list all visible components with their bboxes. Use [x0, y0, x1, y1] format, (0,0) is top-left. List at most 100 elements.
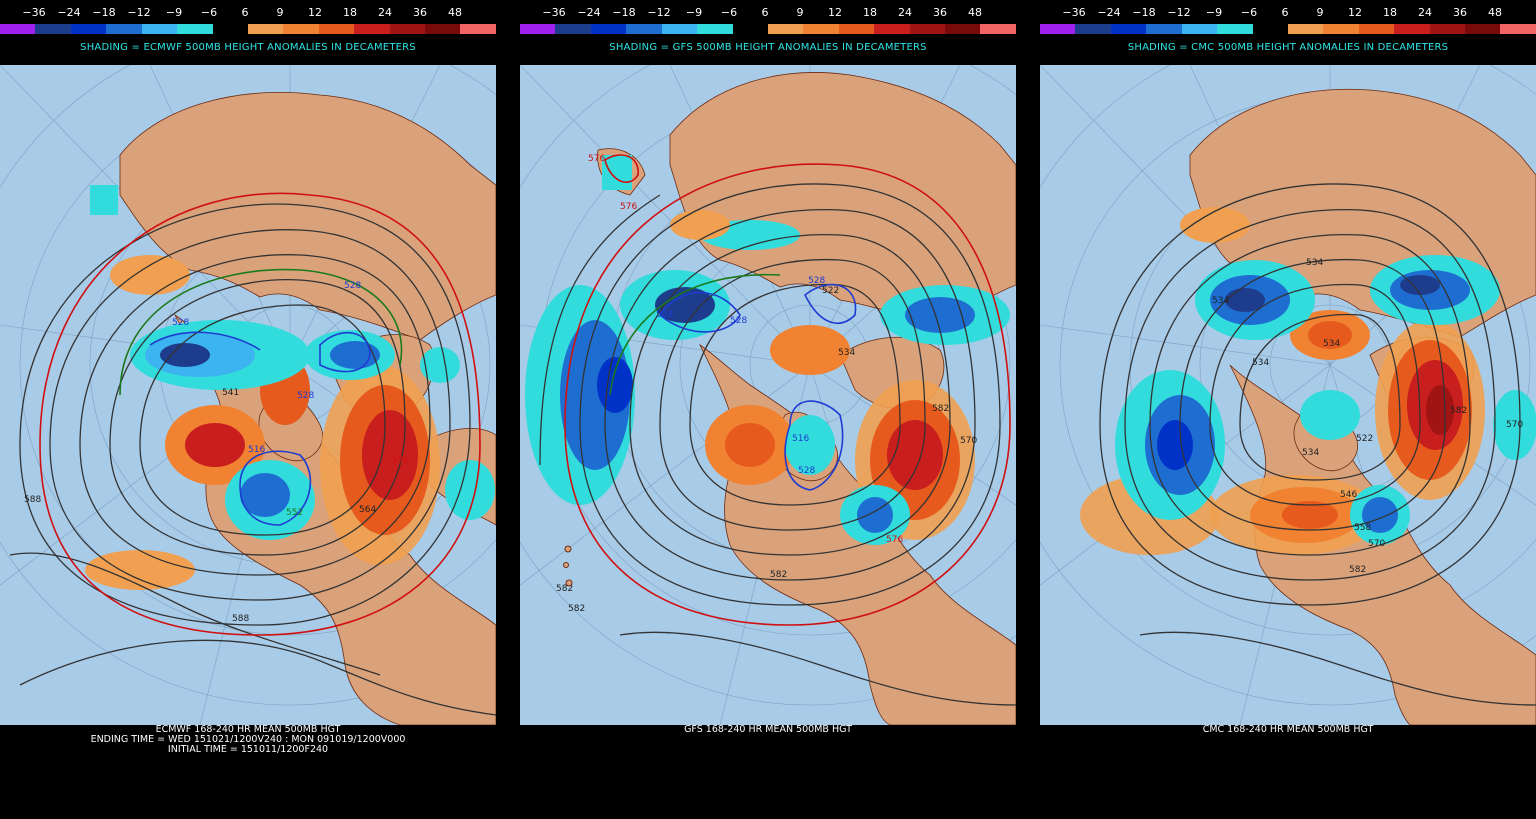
map-svg: 528 528 528 516 541 552 564 576 588 588 — [0, 65, 496, 725]
contour-label: 522 — [822, 286, 839, 296]
ecmwf-panel: −36 −24 −18 −12 −9 −6 6 9 12 18 24 36 48… — [0, 0, 496, 819]
colorbar-swatch — [1075, 24, 1111, 34]
contour-label: 588 — [232, 614, 249, 624]
colorbar-tick-label: −12 — [647, 6, 671, 19]
shading-title: SHADING = ECMWF 500MB HEIGHT ANOMALIES I… — [80, 42, 416, 53]
colorbar-tick-label: 12 — [1348, 6, 1362, 19]
colorbar-tick-label: 36 — [933, 6, 947, 19]
colorbar-tick-label: 24 — [378, 6, 392, 19]
colorbar-swatch — [1217, 24, 1253, 34]
colorbar-tick-label: −6 — [200, 6, 218, 19]
colorbar-swatch — [1146, 24, 1182, 34]
anomaly-shading — [1080, 207, 1536, 555]
contour-label: 582 — [932, 404, 949, 414]
footer-line: INITIAL TIME = 151011/1200F240 — [167, 744, 329, 755]
contour-label: 528 — [172, 318, 189, 328]
contour-label: 534 — [1323, 339, 1340, 349]
colorbar-tick-label: −6 — [720, 6, 738, 19]
colorbar-swatch — [0, 24, 36, 34]
colorbar-tick-label: −18 — [92, 6, 116, 19]
colorbar-tick-label: −36 — [542, 6, 566, 19]
colorbar-tick-label: 9 — [796, 6, 804, 19]
contour-label: 534 — [1252, 358, 1269, 368]
colorbar-tick-label: −24 — [1097, 6, 1121, 19]
colorbar — [520, 24, 1016, 34]
contour-label: 582 — [1349, 565, 1366, 575]
contour-label: 528 — [808, 276, 825, 286]
colorbar-swatch — [874, 24, 910, 34]
colorbar-tick-label: −36 — [1062, 6, 1086, 19]
contour-label: 528 — [730, 316, 747, 326]
colorbar-tick-label: 6 — [761, 6, 769, 19]
colorbar-swatch — [661, 24, 698, 34]
shading-title: SHADING = CMC 500MB HEIGHT ANOMALIES IN … — [1127, 42, 1449, 53]
colorbar-tick-label: 9 — [1316, 6, 1324, 19]
colorbar-labels: −36 −24 −18 −12 −9 −6 6 9 12 18 24 36 48 — [520, 6, 1016, 20]
colorbar-swatch — [838, 24, 875, 34]
contour-label: 528 — [297, 391, 314, 401]
colorbar-swatch — [177, 24, 213, 34]
cmc-panel: −36 −24 −18 −12 −9 −6 6 9 12 18 24 36 48… — [1040, 0, 1536, 819]
colorbar-tick-label: −24 — [57, 6, 81, 19]
colorbar-swatch — [1252, 24, 1288, 34]
colorbar — [1040, 24, 1536, 34]
contour-label: 576 — [588, 154, 605, 164]
height-contours — [539, 183, 1016, 706]
colorbar-tick-label: −9 — [1205, 6, 1223, 19]
colorbar-swatch — [803, 24, 839, 34]
contour-label: 522 — [1356, 434, 1373, 444]
colorbar-tick-label: −18 — [1132, 6, 1156, 19]
colorbar-swatch — [389, 24, 426, 34]
contour-label: 570 — [1368, 539, 1385, 549]
contour-label: 582 — [568, 604, 585, 614]
colorbar-tick-label: 12 — [308, 6, 322, 19]
contour-labels: 576 576 528 528 528 522 534 516 528 582 … — [556, 154, 977, 614]
colorbar-tick-label: 24 — [1418, 6, 1432, 19]
colorbar-swatch — [1500, 24, 1536, 34]
colorbar-tick-label: −9 — [685, 6, 703, 19]
highlighted-contours — [564, 154, 1011, 626]
colorbar-tick-label: 18 — [1383, 6, 1397, 19]
colorbar-swatch — [1110, 24, 1147, 34]
colorbar-swatch — [70, 24, 107, 34]
contour-label: 576 — [392, 456, 409, 466]
contour-label: 582 — [556, 584, 573, 594]
contour-label: 570 — [960, 436, 977, 446]
footer-line: ENDING TIME = WED 151021/1200V240 : MON … — [90, 734, 406, 745]
colorbar-swatch — [318, 24, 355, 34]
map-ecmwf: 528 528 528 516 541 552 564 576 588 588 — [0, 65, 496, 725]
colorbar-tick-label: −12 — [127, 6, 151, 19]
colorbar-labels: −36 −24 −18 −12 −9 −6 6 9 12 18 24 36 48 — [0, 6, 496, 20]
contour-label: 564 — [359, 505, 376, 515]
colorbar-swatch — [354, 24, 390, 34]
colorbar-swatch — [555, 24, 591, 34]
colorbar-swatch — [626, 24, 662, 34]
colorbar-tick-label: 48 — [968, 6, 982, 19]
contour-label: 576 — [886, 535, 903, 545]
colorbar-tick-label: 36 — [1453, 6, 1467, 19]
colorbar-swatch — [1181, 24, 1218, 34]
colorbar-swatch — [141, 24, 178, 34]
colorbar-tick-label: −9 — [165, 6, 183, 19]
contour-label: 528 — [656, 310, 673, 320]
footer-line: GFS 168-240 HR MEAN 500MB HGT — [684, 724, 852, 735]
colorbar-tick-label: −36 — [22, 6, 46, 19]
height-contours — [1099, 183, 1536, 706]
colorbar-swatch — [1429, 24, 1466, 34]
map-svg: 534 534 534 534 522 534 546 558 570 582 … — [1040, 65, 1536, 725]
colorbar-swatch — [35, 24, 71, 34]
contour-label: 582 — [1450, 406, 1467, 416]
colorbar-swatch — [697, 24, 733, 34]
colorbar-tick-label: 36 — [413, 6, 427, 19]
colorbar-swatch — [732, 24, 768, 34]
colorbar-tick-label: 18 — [863, 6, 877, 19]
map-gfs: 576 576 528 528 528 522 534 516 528 582 … — [520, 65, 1016, 725]
footer-line: CMC 168-240 HR MEAN 500MB HGT — [1202, 724, 1374, 735]
colorbar-swatch — [283, 24, 319, 34]
colorbar-swatch — [425, 24, 461, 34]
colorbar-tick-label: 48 — [1488, 6, 1502, 19]
contour-labels: 528 528 528 516 541 552 564 576 588 588 — [24, 281, 409, 624]
footer: ECMWF 168-240 HR MEAN 500MB HGT ENDING T… — [0, 725, 496, 819]
colorbar-tick-label: 6 — [1281, 6, 1289, 19]
contour-label: 528 — [344, 281, 361, 291]
